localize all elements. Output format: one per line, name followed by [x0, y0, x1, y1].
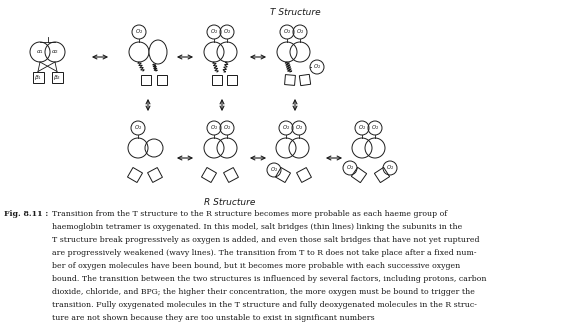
Bar	[227, 75, 237, 85]
Bar	[52, 71, 63, 83]
Text: O$_2$: O$_2$	[371, 124, 379, 133]
Text: $\beta_1$: $\beta_1$	[34, 72, 42, 82]
Text: O$_2$: O$_2$	[223, 28, 231, 37]
Text: R Structure: R Structure	[204, 198, 256, 207]
Bar	[141, 75, 151, 85]
Text: Transition from the T structure to the R structure becomes more probable as each: Transition from the T structure to the R…	[52, 210, 447, 218]
Text: T Structure: T Structure	[270, 8, 320, 17]
Text: T structure break progressively as oxygen is added, and even those salt bridges : T structure break progressively as oxyge…	[52, 236, 479, 244]
Text: transition. Fully oxygenated molecules in the T structure and fully deoxygenated: transition. Fully oxygenated molecules i…	[52, 301, 477, 309]
Text: O$_2$: O$_2$	[135, 28, 143, 37]
Text: O$_2$: O$_2$	[282, 124, 290, 133]
Text: O$_2$: O$_2$	[210, 28, 218, 37]
Text: $\alpha_2$: $\alpha_2$	[51, 48, 59, 56]
Text: ture are not shown because they are too unstable to exist in significant numbers: ture are not shown because they are too …	[52, 314, 375, 322]
Text: O$_2$: O$_2$	[313, 63, 321, 71]
Ellipse shape	[149, 40, 167, 64]
Text: haemoglobin tetramer is oxygenated. In this model, salt bridges (thin lines) lin: haemoglobin tetramer is oxygenated. In t…	[52, 223, 462, 231]
Text: O$_2$: O$_2$	[210, 124, 218, 133]
Text: O$_2$: O$_2$	[270, 165, 278, 174]
Text: O$_2$: O$_2$	[358, 124, 366, 133]
Text: O$_2$: O$_2$	[346, 164, 354, 172]
Text: $\alpha_1$: $\alpha_1$	[36, 48, 44, 56]
Text: O$_2$: O$_2$	[283, 28, 291, 37]
Text: bound. The transition between the two structures is influenced by several factor: bound. The transition between the two st…	[52, 275, 486, 283]
Text: are progressively weakened (wavy lines). The transition from T to R does not tak: are progressively weakened (wavy lines).…	[52, 249, 477, 257]
Text: $\beta_2$: $\beta_2$	[53, 72, 61, 82]
Text: O$_2$: O$_2$	[134, 124, 142, 133]
Text: O$_2$: O$_2$	[295, 124, 303, 133]
Text: O$_2$: O$_2$	[296, 28, 304, 37]
Bar	[212, 75, 222, 85]
Bar	[32, 71, 43, 83]
Text: O$_2$: O$_2$	[386, 164, 394, 172]
Text: dioxide, chloride, and BPG; the higher their concentration, the more oxygen must: dioxide, chloride, and BPG; the higher t…	[52, 288, 475, 296]
Bar	[157, 75, 167, 85]
Text: Fig. 8.11 :: Fig. 8.11 :	[4, 210, 48, 218]
Text: O$_2$: O$_2$	[223, 124, 231, 133]
Text: ber of oxygen molecules have been bound, but it becomes more probable with each : ber of oxygen molecules have been bound,…	[52, 262, 460, 270]
